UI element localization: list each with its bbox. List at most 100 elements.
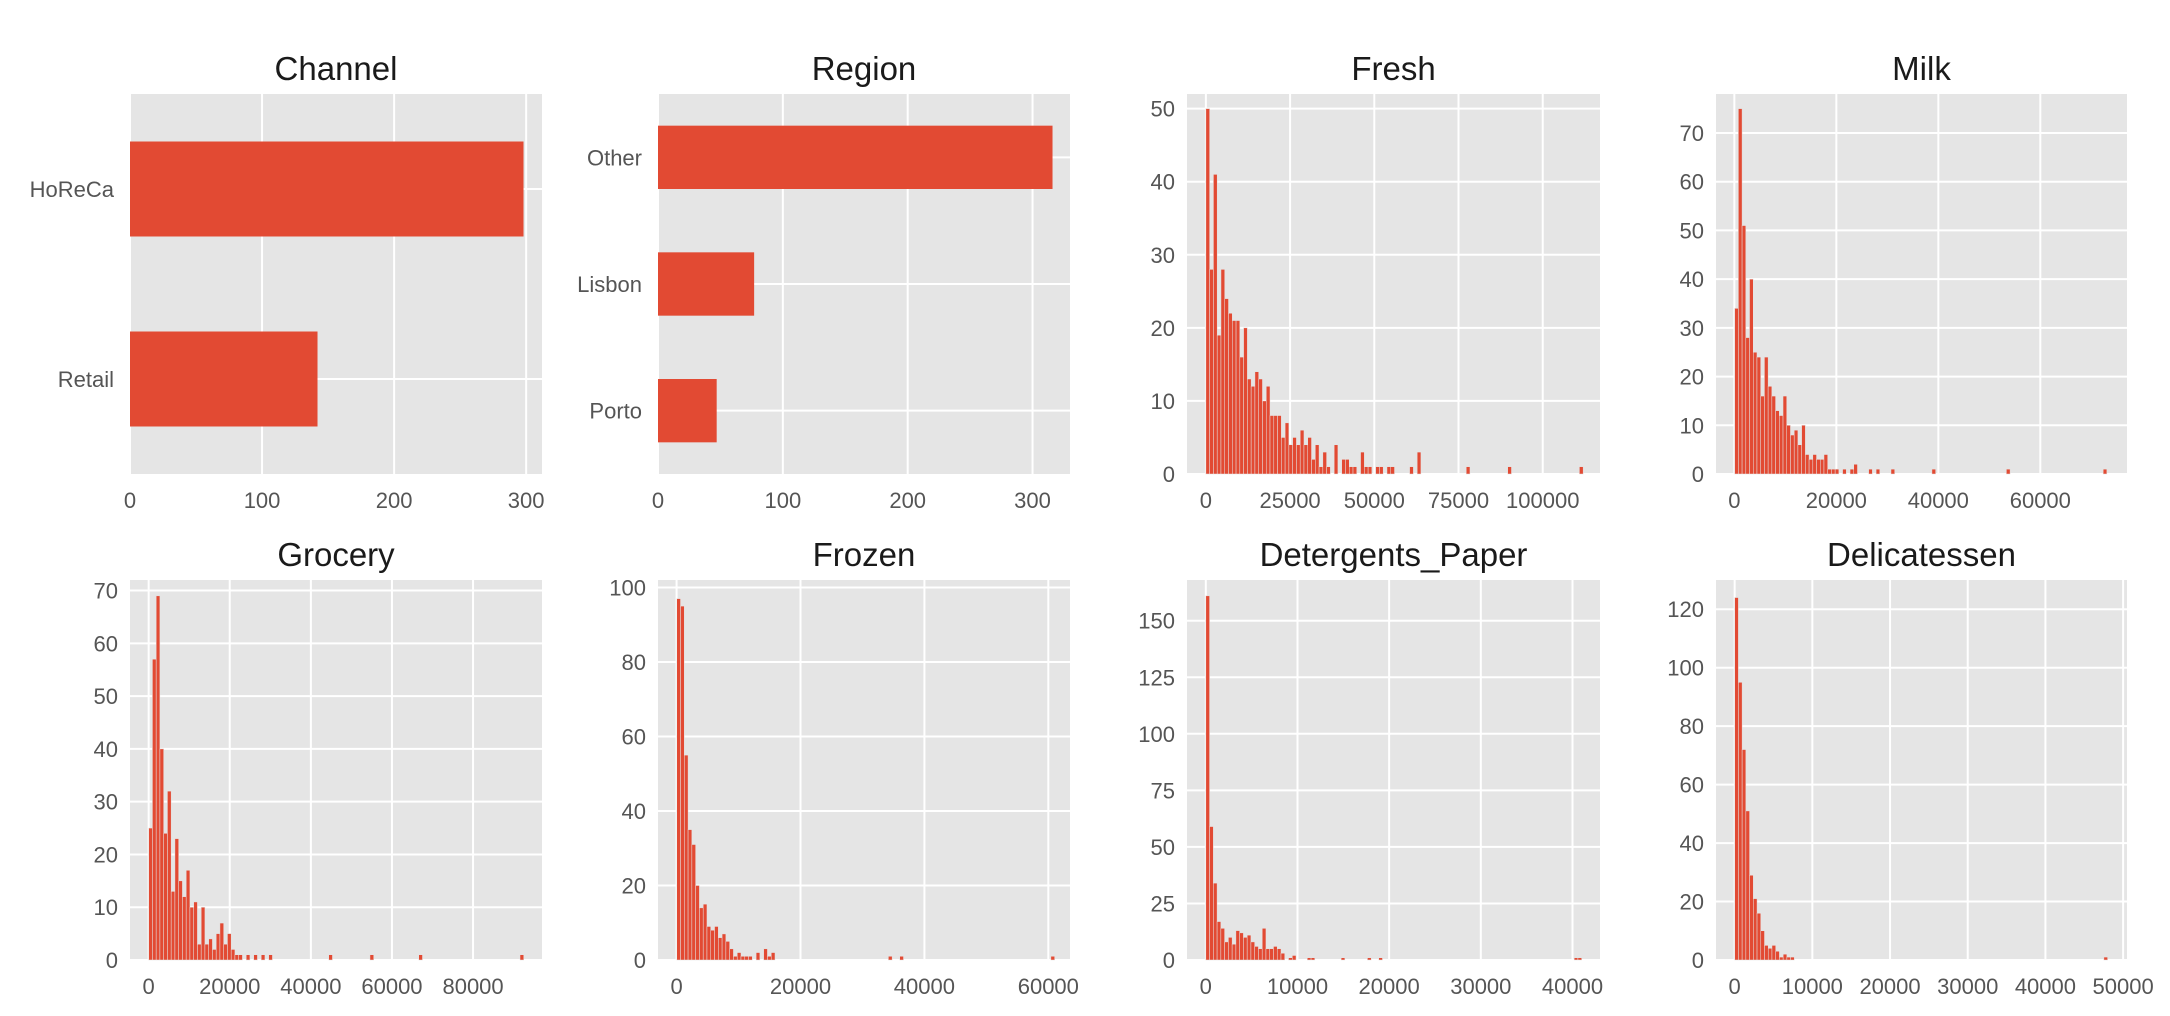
x-tick-label: 200 <box>889 488 926 513</box>
histogram-bar <box>1790 956 1795 961</box>
histogram-bar <box>1823 454 1828 475</box>
plot-background <box>1187 580 1600 960</box>
histogram-bar <box>1734 597 1739 961</box>
subplot-title: Delicatessen <box>1827 536 2016 573</box>
y-tick-label: 0 <box>634 948 646 973</box>
histogram-bar <box>1292 955 1297 961</box>
x-tick-label: 300 <box>1014 488 1051 513</box>
histogram-bar <box>197 943 202 961</box>
y-tick-label: 100 <box>609 575 646 600</box>
histogram-bar <box>227 933 232 961</box>
histogram-bar <box>200 906 206 961</box>
histogram-bar <box>1579 466 1584 475</box>
histogram-bar <box>767 956 772 961</box>
x-tick-label: 100 <box>244 488 281 513</box>
histogram-bar <box>1801 425 1806 475</box>
x-tick-label: 0 <box>1200 974 1212 999</box>
histogram-bar <box>1280 952 1286 961</box>
y-tick-label: 10 <box>1151 389 1175 414</box>
x-tick-label: 40000 <box>2015 974 2076 999</box>
histogram-bar <box>1250 941 1255 961</box>
subplot-grocery: Grocery 0 10 20 30 40 50 60 70 0 20000 40000 60000 80… <box>94 536 542 999</box>
subplot-title: Grocery <box>277 536 395 573</box>
histogram-bar <box>1224 941 1229 961</box>
histogram-bar <box>1292 437 1297 475</box>
histogram-bar <box>1250 386 1256 475</box>
histogram-bar <box>1409 466 1414 475</box>
histogram-bar <box>1756 912 1762 961</box>
x-tick-label: 100 <box>764 488 801 513</box>
histogram-bar <box>1254 371 1259 475</box>
histogram-bar <box>729 948 734 961</box>
histogram-bar <box>1779 415 1784 475</box>
histogram-bar <box>684 754 689 961</box>
x-tick-label: 25000 <box>1259 488 1320 513</box>
histogram-bar <box>1050 956 1055 961</box>
histogram-bar <box>1764 356 1769 475</box>
x-tick-label: 30000 <box>1450 974 1511 999</box>
histogram-bar <box>1247 378 1252 475</box>
histogram-bar <box>223 943 228 961</box>
y-tick-label: 60 <box>622 724 646 749</box>
x-tick-label: 20000 <box>1806 488 1867 513</box>
subplot-title: Frozen <box>813 536 916 573</box>
histogram-bar <box>1786 425 1791 475</box>
histogram-bar <box>1205 595 1210 961</box>
y-tick-label: Other <box>587 145 642 170</box>
histogram-bar <box>1231 943 1237 961</box>
y-tick-label: 20 <box>94 842 118 867</box>
histogram-bar <box>1269 948 1274 961</box>
histogram-bar <box>1849 468 1855 475</box>
y-tick-label: 40 <box>1151 170 1175 195</box>
x-tick-label: 0 <box>124 488 136 513</box>
histogram-bar <box>1341 459 1346 475</box>
x-tick-label: 0 <box>1200 488 1212 513</box>
histogram-bar <box>1273 415 1278 475</box>
y-tick-label: 120 <box>1667 597 1704 622</box>
histogram-bar <box>1209 826 1214 961</box>
histogram-bar <box>1390 466 1395 475</box>
x-tick-label: 0 <box>1729 974 1741 999</box>
y-tick-label: 25 <box>1151 891 1175 916</box>
histogram-bar <box>1386 466 1391 475</box>
histogram-bar <box>1284 422 1290 475</box>
y-tick-label: 0 <box>1163 948 1175 973</box>
histogram-bar <box>1771 945 1776 961</box>
histogram-bar <box>1416 451 1422 475</box>
y-tick-label: 100 <box>1667 656 1704 681</box>
y-tick-label: 70 <box>94 579 118 604</box>
x-tick-label: 40000 <box>280 974 341 999</box>
histogram-bar <box>1367 466 1373 475</box>
y-tick-label: 125 <box>1138 665 1175 690</box>
histogram-bar <box>1379 466 1384 475</box>
histogram-bar <box>260 954 266 961</box>
y-tick-label: 20 <box>1680 890 1704 915</box>
x-tick-label: 80000 <box>442 974 503 999</box>
histogram-bar <box>1296 444 1301 475</box>
bar-horeca <box>130 141 524 237</box>
histogram-bar <box>1220 269 1225 475</box>
histogram-bar <box>1812 454 1817 475</box>
histogram-bar <box>1782 953 1788 961</box>
y-tick-label: 30 <box>94 790 118 815</box>
histogram-bar <box>230 949 236 961</box>
histogram-bar <box>1827 468 1832 475</box>
histogram-bar <box>219 922 224 961</box>
histogram-bar <box>167 790 172 961</box>
x-tick-label: 10000 <box>1267 974 1328 999</box>
plot-background <box>658 580 1070 960</box>
x-tick-label: 20000 <box>1859 974 1920 999</box>
histogram-bar <box>899 956 904 961</box>
histogram-bar <box>1797 444 1802 475</box>
histogram-bar <box>1775 950 1780 961</box>
x-tick-label: 0 <box>1728 488 1740 513</box>
histogram-bar <box>1931 468 1936 475</box>
histogram-bar <box>238 954 243 961</box>
histogram-bar <box>1378 957 1383 961</box>
histogram-bar <box>1311 459 1316 475</box>
y-tick-label: 50 <box>1151 97 1175 122</box>
histogram-bar <box>706 926 712 961</box>
histogram-bar <box>770 952 776 961</box>
histogram-bar <box>1322 451 1327 475</box>
histogram-bar <box>182 896 187 961</box>
